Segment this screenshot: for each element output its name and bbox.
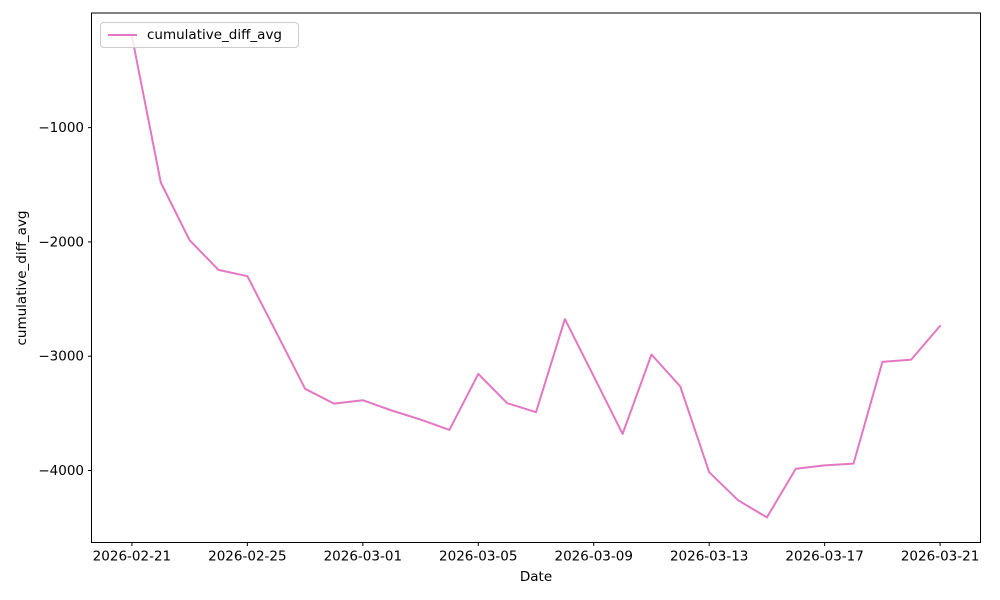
- x-tick-label: 2026-02-25: [208, 549, 286, 565]
- legend-label: cumulative_diff_avg: [147, 27, 282, 43]
- plot-border: [91, 12, 981, 543]
- legend[interactable]: cumulative_diff_avg: [100, 22, 299, 48]
- x-axis-label: Date: [519, 569, 553, 585]
- y-tick-label: −3000: [38, 349, 84, 365]
- y-axis-label: cumulative_diff_avg: [14, 210, 30, 346]
- y-tick-label: −4000: [38, 463, 84, 479]
- y-tick-label: −1000: [38, 120, 84, 136]
- x-tick-label: 2026-03-13: [670, 549, 748, 565]
- x-tick-label: 2026-03-09: [554, 549, 632, 565]
- x-tick-label: 2026-02-21: [93, 549, 171, 565]
- x-tick-label: 2026-03-17: [785, 549, 863, 565]
- legend-line-sample: [108, 34, 137, 36]
- x-tick-label: 2026-03-21: [901, 549, 979, 565]
- data-line-cumulative-diff-avg: [130, 35, 942, 519]
- y-tick-label: −2000: [38, 234, 84, 250]
- x-tick-label: 2026-03-05: [439, 549, 517, 565]
- x-tick-label: 2026-03-01: [324, 549, 402, 565]
